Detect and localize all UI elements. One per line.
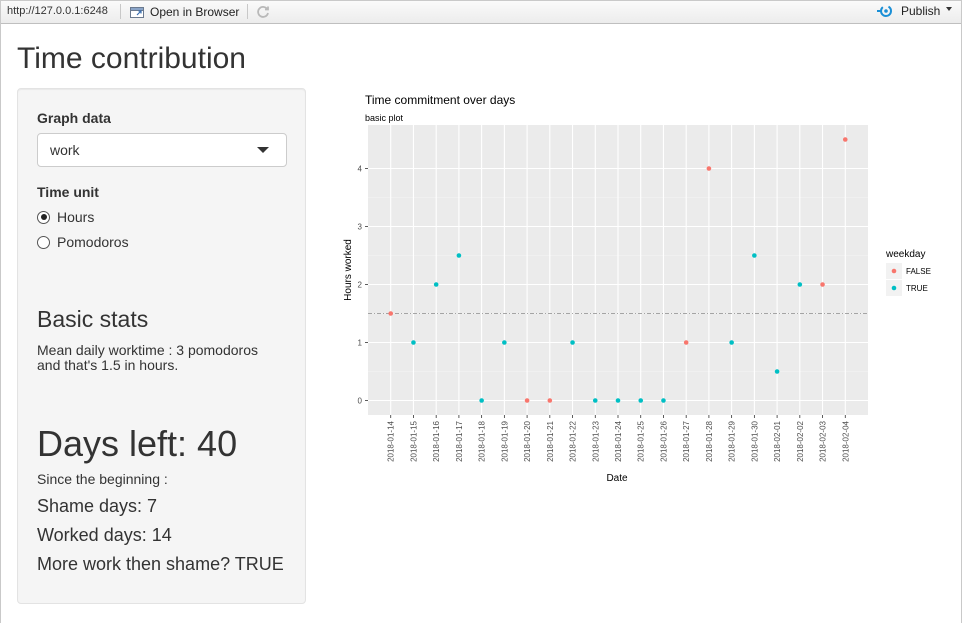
data-point-true [661,398,666,403]
y-axis: 0 1 2 3 4 [358,165,368,406]
data-point-true [433,282,439,287]
open-in-browser-label: Open in Browser [150,5,240,19]
data-point-true [752,253,757,258]
y-tick-label: 1 [358,339,363,348]
legend-label-false: FALSE [906,267,931,276]
radio-hours-label: Hours [57,209,95,225]
data-point-true [729,340,734,345]
graph-data-label: Graph data [37,110,111,126]
x-axis-title: Date [606,473,628,484]
legend-label-true: TRUE [906,284,928,293]
data-point-true [797,282,803,287]
y-tick-label: 4 [358,165,363,174]
data-point-false [842,137,848,142]
days-left-heading: Days left: 40 [37,423,238,464]
data-point-true [502,340,507,345]
x-tick-label: 2018-01-19 [500,420,509,461]
x-tick-label: 2018-01-27 [682,420,691,461]
data-point-true [638,398,644,403]
x-tick-label: 2018-01-21 [546,420,555,461]
chevron-down-icon [257,147,269,153]
worked-days-text: Worked days: 14 [37,525,172,545]
x-tick-label: 2018-01-14 [387,420,396,461]
data-point-true [411,340,416,345]
publish-menu-caret-icon[interactable] [946,7,952,11]
chart-subtitle: basic plot [365,113,404,123]
x-tick-label: 2018-02-03 [819,420,828,461]
publish-label: Publish [901,4,941,18]
url-label: http://127.0.0.1:6248 [7,5,108,17]
grid-lines [368,125,868,415]
x-tick-label: 2018-02-04 [841,420,850,461]
x-axis: 2018-01-14 2018-01-15 2018-01-16 2018-01-17… [387,415,850,462]
data-points [388,137,848,403]
x-tick-label: 2018-01-28 [705,420,714,461]
data-point-false [524,398,530,403]
radio-hours-indicator[interactable] [37,210,50,224]
viewer-toolbar: http://127.0.0.1:6248 Open in Browser Pu… [0,0,962,24]
data-point-false [820,282,825,287]
data-point-true [774,369,780,374]
since-beginning-text: Since the beginning : [37,471,168,487]
radio-pomodoros-indicator[interactable] [37,235,50,249]
radio-pomodoros-label: Pomodoros [57,234,129,250]
x-tick-label: 2018-01-16 [432,420,441,461]
radio-hours[interactable]: Hours [37,209,94,225]
x-tick-label: 2018-01-29 [728,420,737,461]
y-axis-title: Hours worked [343,239,354,301]
x-tick-label: 2018-01-18 [478,420,487,461]
graph-data-select[interactable]: work [37,133,287,167]
chart-title: Time commitment over days [365,93,515,107]
radio-pomodoros[interactable]: Pomodoros [37,234,129,250]
toolbar-divider [247,4,248,19]
data-point-false [547,398,553,403]
x-tick-label: 2018-01-25 [637,420,646,461]
x-tick-label: 2018-02-01 [773,420,782,461]
x-tick-label: 2018-01-17 [455,420,464,461]
more-work-text: More work then shame? TRUE [37,554,284,574]
x-tick-label: 2018-01-20 [523,420,532,461]
data-point-false [706,166,712,171]
legend-title: weekday [885,249,925,260]
browser-window-icon [130,6,144,18]
legend-key-true [891,285,897,291]
mean-hours-text: and that's 1.5 in hours. [37,357,179,373]
page-title: Time contribution [17,42,246,75]
y-tick-label: 2 [358,281,363,290]
x-tick-label: 2018-01-24 [614,420,623,461]
data-point-true [456,253,462,258]
data-point-true [592,398,598,403]
graph-data-value: work [50,142,80,158]
y-tick-label: 3 [358,223,363,232]
legend-key-false [891,268,897,274]
time-unit-label: Time unit [37,184,99,200]
open-in-browser-button[interactable]: Open in Browser [130,4,239,20]
x-tick-label: 2018-01-26 [659,420,668,461]
publish-button[interactable]: Publish [877,4,940,18]
publish-icon [877,5,892,17]
data-point-false [683,340,689,345]
shame-days-text: Shame days: 7 [37,496,158,516]
data-point-false [388,311,394,316]
x-tick-label: 2018-01-23 [591,420,600,461]
mean-worktime-text: Mean daily worktime : 3 pomodoros [37,342,258,358]
legend: weekday FALSE TRUE [885,249,931,296]
x-tick-label: 2018-01-30 [750,420,759,461]
data-point-true [570,340,575,345]
time-commitment-chart: Time commitment over days basic plot 0 1 2… [343,93,931,484]
data-point-true [615,398,621,403]
basic-stats-heading: Basic stats [37,306,149,332]
x-tick-label: 2018-01-22 [569,420,578,461]
refresh-icon[interactable] [255,4,271,20]
toolbar-divider [120,4,121,19]
data-point-true [479,398,484,403]
x-tick-label: 2018-02-02 [796,420,805,461]
sidebar-panel: Graph data work Time unit Hours Pomodoro… [17,88,306,604]
x-tick-label: 2018-01-15 [409,420,418,461]
y-tick-label: 0 [358,397,363,406]
